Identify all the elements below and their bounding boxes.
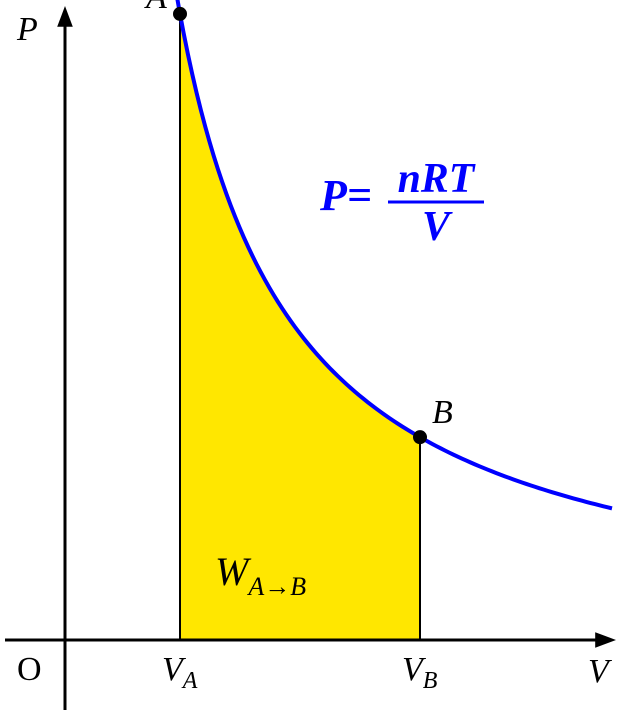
tick-label-va: VA	[162, 651, 198, 694]
equation-lhs: P=	[319, 171, 372, 220]
point-a-label: A	[144, 0, 167, 16]
equation-numerator: nRT	[398, 156, 476, 202]
x-axis-label: V	[588, 653, 613, 690]
point-a-marker	[173, 7, 187, 21]
equation-label: P= nRTV	[319, 156, 484, 250]
y-axis-label: P	[16, 11, 38, 48]
work-area-shaded	[180, 14, 420, 640]
origin-label: O	[17, 651, 42, 688]
point-b-label: B	[432, 394, 453, 431]
y-axis-arrow	[57, 6, 73, 27]
point-b-marker	[413, 430, 427, 444]
tick-label-vb: VB	[402, 651, 438, 694]
equation-denominator: V	[422, 204, 453, 250]
x-axis-arrow	[595, 632, 616, 648]
